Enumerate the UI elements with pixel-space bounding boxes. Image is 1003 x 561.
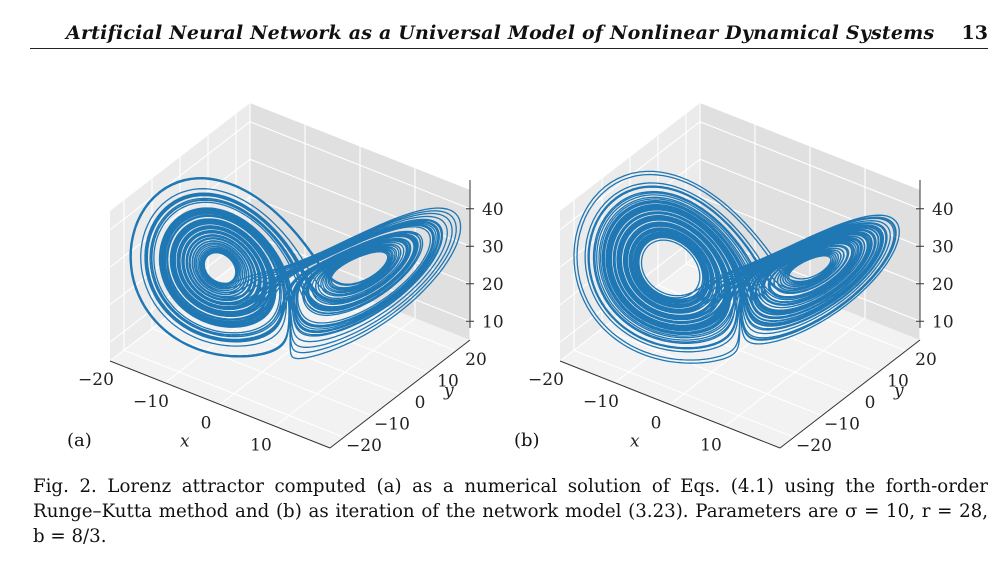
y-axis-label-b: y <box>893 381 904 401</box>
x-axis-label-a: x <box>180 432 190 452</box>
y-tick-label-b: 0 <box>865 393 876 413</box>
page-number: 13 <box>961 22 988 44</box>
x-tick-label-b: 20 <box>755 457 777 458</box>
z-tick-label-a: 20 <box>482 275 504 295</box>
y-axis-line-b <box>779 339 921 449</box>
running-header: Artificial Neural Network as a Universal… <box>30 22 988 48</box>
x-tick-label-b: −10 <box>583 392 619 412</box>
z-tick-label-a: 10 <box>482 312 504 332</box>
x-axis-line-a <box>109 360 331 449</box>
lorenz-trajectory-a <box>129 177 462 360</box>
x-tick-label-a: 0 <box>201 414 212 434</box>
z-tick-label-b: 30 <box>932 237 954 257</box>
x-tick-label-a: 20 <box>305 457 327 458</box>
x-tick-label-a: −10 <box>133 392 169 412</box>
y-axis-line-a <box>329 339 471 449</box>
grid-y-b <box>601 178 823 417</box>
running-title: Artificial Neural Network as a Universal… <box>66 22 935 44</box>
z-tick-label-a: 30 <box>482 237 504 257</box>
y-tick-label-a: 20 <box>465 350 487 370</box>
z-tick-label-b: 40 <box>932 200 954 220</box>
grid-y-a <box>123 200 345 438</box>
y-tick-label-b: 10 <box>887 371 909 391</box>
figure-caption: Fig. 2. Lorenz attractor computed (a) as… <box>33 476 988 547</box>
y-tick-label-a: −20 <box>346 436 382 456</box>
y-tick-label-a: −10 <box>374 415 410 435</box>
header-rule <box>30 48 988 49</box>
x-axis-label-b: x <box>630 432 640 452</box>
x-tick-label-b: 10 <box>700 435 722 455</box>
y-tick-label-b: −10 <box>824 415 860 435</box>
y-axis-label-a: y <box>443 381 454 401</box>
grid-y-b <box>657 135 879 373</box>
lorenz-trajectory-b <box>573 170 900 364</box>
x-axis-line-b <box>559 360 781 449</box>
grid-y-b <box>685 113 907 352</box>
x-tick-label-a: −20 <box>78 370 114 390</box>
z-tick-label-b: 10 <box>932 312 954 332</box>
y-tick-label-b: 20 <box>915 350 937 370</box>
y-tick-label-b: −20 <box>796 436 832 456</box>
y-tick-label-a: 0 <box>415 393 426 413</box>
z-tick-label-b: 20 <box>932 275 954 295</box>
panel-label-b: (b) <box>514 430 540 451</box>
x-tick-label-b: −20 <box>528 370 564 390</box>
z-tick-label-a: 40 <box>482 200 504 220</box>
x-tick-label-b: 0 <box>651 414 662 434</box>
x-tick-label-a: 10 <box>250 435 272 455</box>
grid-z-b <box>559 121 921 231</box>
y-tick-label-a: 10 <box>437 371 459 391</box>
panel-label-a: (a) <box>67 430 92 451</box>
